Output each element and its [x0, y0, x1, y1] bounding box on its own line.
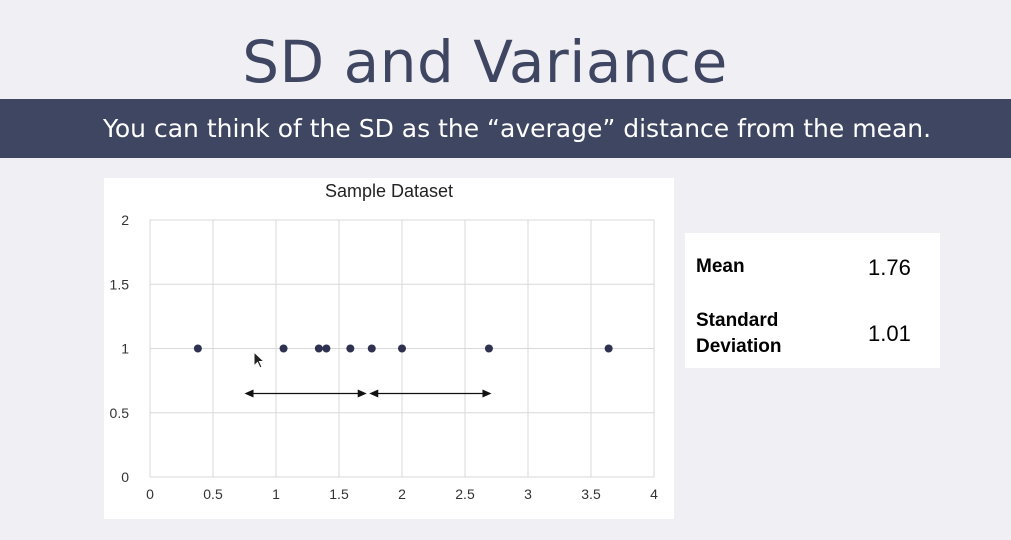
data-point [346, 344, 355, 353]
sd-label-line2: Deviation [696, 336, 782, 357]
x-tick-label: 2.5 [455, 486, 475, 502]
y-tick-label: 2 [121, 212, 129, 228]
x-tick-label: 0 [146, 486, 154, 502]
x-tick-label: 1.5 [329, 486, 349, 502]
data-point [193, 344, 202, 353]
subtitle-text: You can think of the SD as the “average”… [102, 114, 932, 143]
distance-arrow [369, 389, 492, 398]
data-point [484, 344, 493, 353]
x-tick-label: 4 [650, 486, 658, 502]
slide-title: SD and Variance [242, 28, 728, 96]
data-point [322, 344, 331, 353]
data-point [314, 344, 323, 353]
x-tick-label: 3 [524, 486, 532, 502]
y-tick-label: 1 [121, 341, 129, 357]
x-tick-label: 1 [272, 486, 280, 502]
distance-arrow [244, 389, 367, 398]
subtitle-banner: You can think of the SD as the “average”… [0, 99, 1011, 158]
sd-value: 1.01 [868, 321, 911, 346]
chart-title: Sample Dataset [325, 181, 453, 201]
y-tick-label: 1.5 [110, 276, 130, 292]
x-tick-label: 2 [398, 486, 406, 502]
mean-label: Mean [696, 256, 745, 277]
mouse-pointer-icon [253, 351, 266, 369]
y-tick-label: 0.5 [110, 405, 130, 421]
sd-label-line1: Standard [696, 310, 779, 331]
data-point [398, 344, 406, 353]
data-point [367, 344, 376, 353]
stats-panel: Mean 1.76 Standard Deviation 1.01 [685, 233, 940, 368]
x-tick-label: 0.5 [203, 486, 223, 502]
chart-panel: Sample Dataset 0 0.5 1 1.5 2 2.5 3 3.5 4 0 0.5 1 1.5… [104, 178, 674, 519]
x-tick-label: 3.5 [581, 486, 601, 502]
data-point [279, 344, 288, 353]
scatter-chart: Sample Dataset 0 0.5 1 1.5 2 2.5 3 3.5 4 0 0.5 1 1.5… [110, 181, 659, 502]
y-tick-label: 0 [121, 469, 129, 485]
data-point [604, 344, 613, 353]
mean-value: 1.76 [868, 255, 911, 280]
